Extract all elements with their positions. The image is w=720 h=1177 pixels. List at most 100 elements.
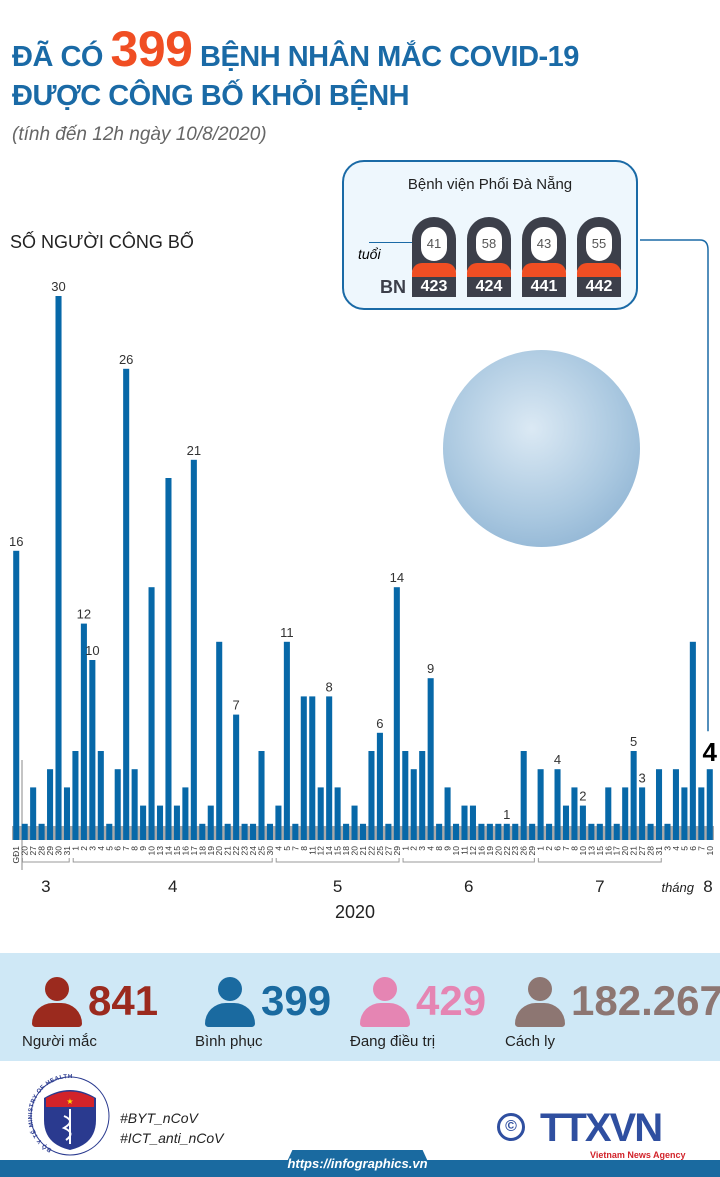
patient-age: 41 <box>421 227 447 261</box>
bar <box>571 787 578 840</box>
month-label: 7 <box>595 877 604 896</box>
bar <box>478 823 485 840</box>
stat-value: 429 <box>416 977 487 1024</box>
bar <box>664 823 671 840</box>
x-tick-label: 22 <box>231 846 241 856</box>
x-tick-label: 6 <box>113 846 123 851</box>
bar <box>613 823 620 840</box>
title-line2: ĐƯỢC CÔNG BỐ KHỎI BỆNH <box>12 80 410 112</box>
bar <box>529 823 536 840</box>
x-tick-label: 5 <box>282 846 292 851</box>
data-label: 7 <box>233 698 240 713</box>
data-label: 12 <box>77 607 91 622</box>
bar <box>89 660 96 840</box>
bar <box>495 823 502 840</box>
data-label: 10 <box>85 643 99 658</box>
bar <box>97 751 104 840</box>
age-pointer-line <box>369 242 429 243</box>
patient-card: 58 424 <box>467 217 511 301</box>
patient-id: 423 <box>412 277 456 297</box>
agency-name: Vietnam News Agency <box>590 1150 686 1160</box>
x-tick-label: 8 <box>434 846 444 851</box>
bar <box>30 787 37 840</box>
hospital-name: Bệnh viện Phổi Đà Nẵng <box>407 176 573 193</box>
data-label: 16 <box>9 534 23 549</box>
bar <box>520 751 527 840</box>
bar <box>106 823 113 840</box>
x-tick-label: 30 <box>54 846 64 856</box>
x-tick-label: 12 <box>468 846 478 856</box>
bar <box>579 805 586 840</box>
x-tick-label: 4 <box>426 846 436 851</box>
x-tick-label: 19 <box>206 846 216 856</box>
hashtag: #ICT_anti_nCoV <box>120 1130 224 1146</box>
x-tick-label: 11 <box>459 846 469 855</box>
bar <box>63 787 71 840</box>
bar <box>605 787 612 840</box>
x-tick-label: 20 <box>620 846 630 856</box>
x-tick-label: 16 <box>603 846 613 856</box>
bar <box>630 751 637 840</box>
x-tick-label: 1 <box>536 846 546 851</box>
x-tick-label: 20 <box>350 846 360 856</box>
bar <box>596 823 603 840</box>
bar <box>562 805 570 840</box>
website-link[interactable]: https://infographics.vn <box>280 1150 435 1177</box>
x-tick-label: 10 <box>578 846 588 856</box>
patient-card: 55 442 <box>577 217 621 301</box>
bar <box>275 805 282 840</box>
bar <box>461 805 468 840</box>
x-tick-label: 16 <box>180 846 190 856</box>
x-tick-label: 24 <box>248 846 258 856</box>
x-tick-label: 18 <box>197 846 207 856</box>
person-icon <box>360 977 410 1027</box>
x-tick-label: 15 <box>595 846 605 856</box>
bar <box>309 696 316 840</box>
month-bracket <box>402 858 535 863</box>
bar <box>131 769 138 840</box>
bar <box>317 787 324 840</box>
month-bracket <box>21 858 70 863</box>
bar <box>427 678 434 840</box>
bar <box>453 823 460 840</box>
data-label: 1 <box>503 807 510 822</box>
x-tick-label: 27 <box>28 846 38 856</box>
x-tick-label: 22 <box>366 846 376 856</box>
bar <box>512 823 519 840</box>
x-tick-label: 28 <box>646 846 656 856</box>
year-label: 2020 <box>335 902 375 922</box>
bar <box>622 787 629 840</box>
x-tick-label: 7 <box>121 846 131 851</box>
x-tick-label: 1 <box>400 846 410 851</box>
x-tick-label: 13 <box>586 846 596 856</box>
age-label: tuổi <box>358 246 381 262</box>
data-label: 21 <box>187 443 201 458</box>
x-tick-label: 27 <box>383 846 393 856</box>
bar <box>410 769 417 840</box>
bar <box>241 823 248 840</box>
x-tick-label: 31 <box>654 846 664 856</box>
x-tick-label: 2 <box>544 846 554 851</box>
x-tick-label: 23 <box>240 846 250 856</box>
stat-value: 841 <box>88 977 159 1024</box>
bar <box>393 587 400 840</box>
x-tick-label: 17 <box>189 846 199 856</box>
x-tick-label: 8 <box>299 846 309 851</box>
x-tick-label: 20 <box>20 846 30 856</box>
x-tick-label: 21 <box>223 846 233 856</box>
x-tick-label: 4 <box>273 846 283 851</box>
bar <box>140 805 147 840</box>
x-tick-label: 26 <box>519 846 529 856</box>
bar <box>444 787 451 840</box>
x-tick-label: 6 <box>688 846 698 851</box>
bar <box>359 823 367 840</box>
bar <box>283 641 290 840</box>
bar <box>300 696 307 840</box>
x-tick-label: 9 <box>138 846 148 851</box>
x-tick-label: 23 <box>510 846 520 856</box>
month-prefix: tháng <box>661 880 694 895</box>
stat-label: Bình phục <box>195 1033 263 1050</box>
x-tick-label: 10 <box>705 846 715 856</box>
title-suffix: BỆNH NHÂN MẮC COVID-19 <box>200 41 579 73</box>
bar <box>436 823 443 840</box>
